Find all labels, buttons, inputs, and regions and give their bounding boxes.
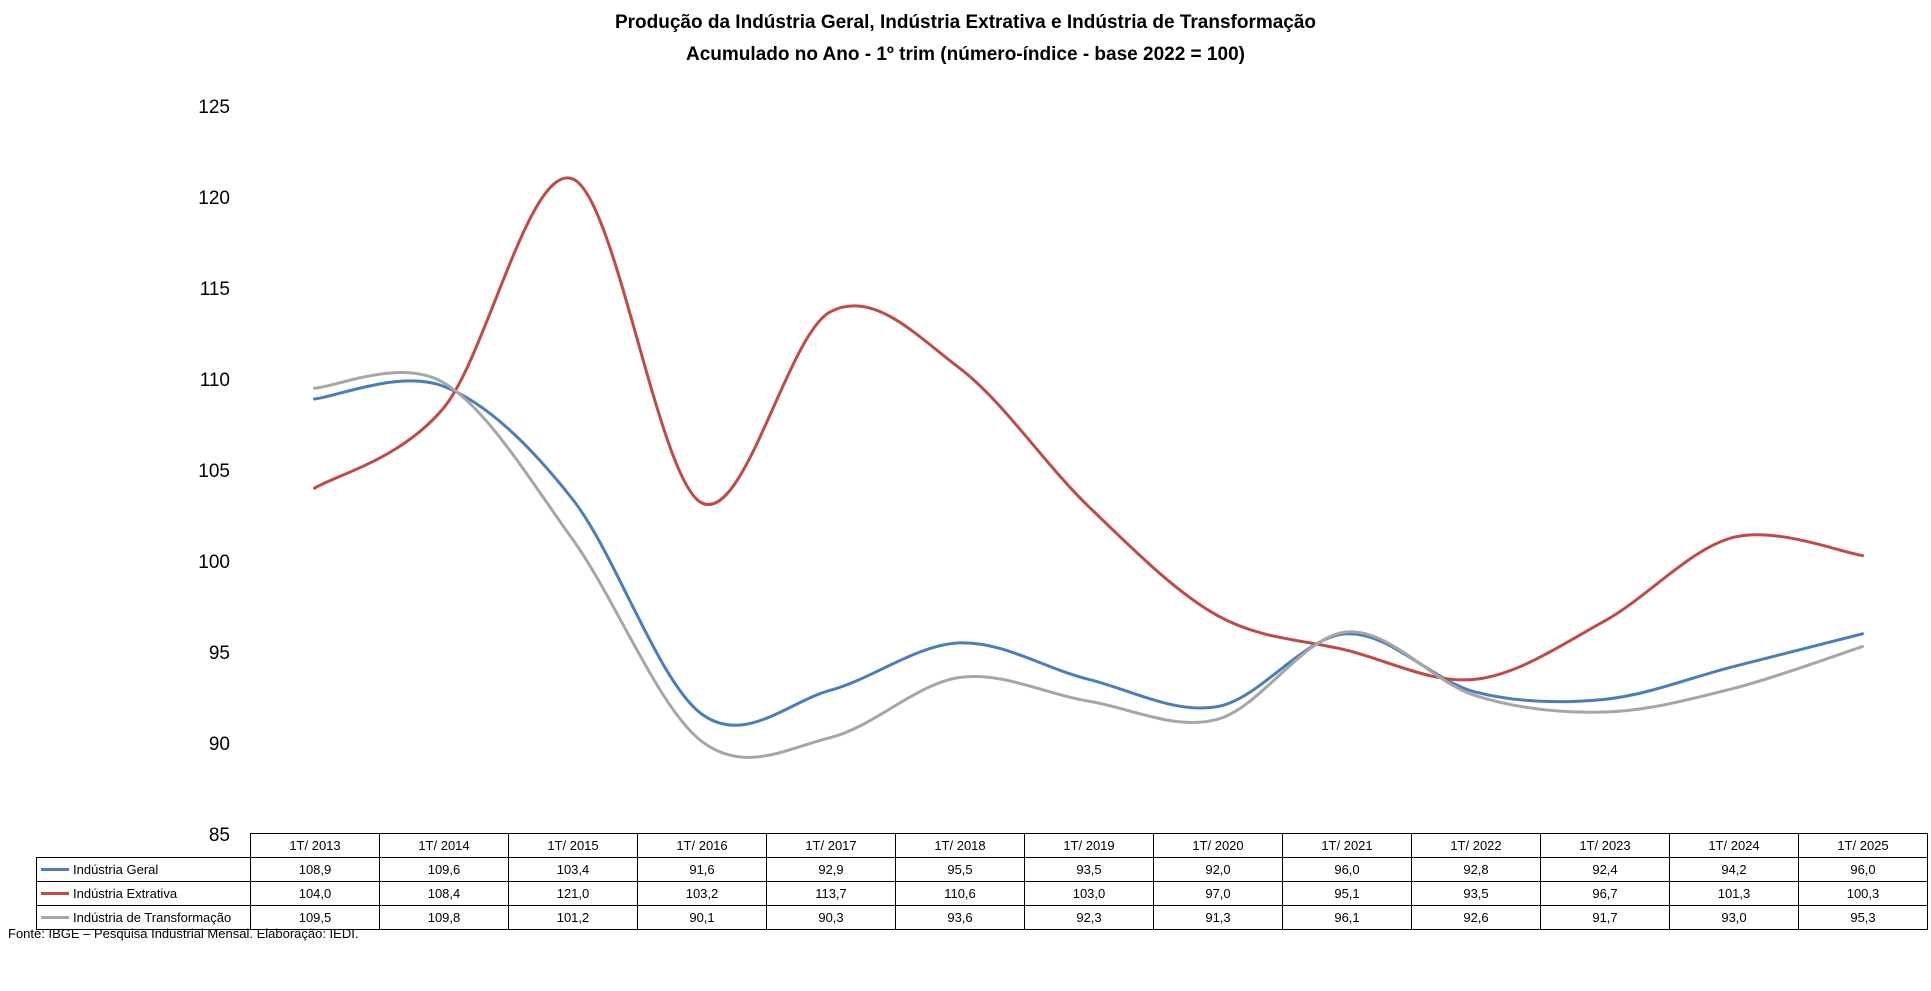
series-name: Indústria de Transformação <box>73 910 232 925</box>
data-value-label: 121,0 <box>508 881 638 906</box>
legend-key-icon <box>41 892 69 896</box>
y-tick-label: 100 <box>198 552 230 573</box>
data-value-label: 101,3 <box>1669 881 1799 906</box>
x-category-label: 1T/ 2022 <box>1411 833 1541 858</box>
data-value-label: 101,2 <box>508 905 638 930</box>
data-value-label: 92,9 <box>766 857 896 882</box>
data-value-label: 90,1 <box>637 905 767 930</box>
x-category-label: 1T/ 2017 <box>766 833 896 858</box>
data-value-label: 96,0 <box>1282 857 1412 882</box>
chart-title: Produção da Indústria Geral, Indústria E… <box>614 12 1317 33</box>
data-value-label: 93,5 <box>1024 857 1154 882</box>
y-tick-label: 115 <box>200 279 230 300</box>
data-value-label: 97,0 <box>1153 881 1283 906</box>
data-value-label: 113,7 <box>766 881 896 906</box>
y-tick-label: 120 <box>198 188 230 209</box>
data-value-label: 109,8 <box>379 905 509 930</box>
data-value-label: 110,6 <box>895 881 1025 906</box>
data-value-label: 103,2 <box>637 881 767 906</box>
data-value-label: 103,4 <box>508 857 638 882</box>
data-table: 1T/ 2013 1T/ 2014 1T/ 2015 1T/ 2016 1T/ 2017… <box>36 833 1928 930</box>
x-category-label: 1T/ 2023 <box>1540 833 1670 858</box>
x-category-label: 1T/ 2024 <box>1669 833 1799 858</box>
series-name: Indústria Extrativa <box>73 886 178 901</box>
legend-key-icon <box>41 916 69 920</box>
data-value-label: 90,3 <box>766 905 896 930</box>
data-value-label: 93,5 <box>1411 881 1541 906</box>
x-category-label: 1T/ 2013 <box>250 833 380 858</box>
legend-entry: Indústria Geral <box>36 857 251 882</box>
data-value-label: 103,0 <box>1024 881 1154 906</box>
data-value-label: 95,3 <box>1798 905 1928 930</box>
series-name: Indústria Geral <box>73 862 159 877</box>
series-line-1 <box>313 379 1864 727</box>
x-category-label: 1T/ 2020 <box>1153 833 1283 858</box>
y-tick-label: 85 <box>209 825 230 846</box>
data-value-label: 92,3 <box>1024 905 1154 930</box>
chart-subtitle: Acumulado no Ano - 1º trim (número-índic… <box>686 44 1245 65</box>
x-category-label: 1T/ 2021 <box>1282 833 1412 858</box>
y-tick-label: 125 <box>198 97 230 118</box>
x-category-label: 1T/ 2014 <box>379 833 509 858</box>
legend-entry: Indústria Extrativa <box>36 881 251 906</box>
data-value-label: 93,6 <box>895 905 1025 930</box>
x-category-label: 1T/ 2016 <box>637 833 767 858</box>
y-tick-label: 90 <box>209 734 230 755</box>
data-value-label: 108,9 <box>250 857 380 882</box>
series-line-3 <box>313 371 1864 759</box>
data-value-label: 96,0 <box>1798 857 1928 882</box>
y-tick-label: 105 <box>198 461 230 482</box>
data-value-label: 94,2 <box>1669 857 1799 882</box>
y-tick-label: 95 <box>209 643 230 664</box>
data-value-label: 92,4 <box>1540 857 1670 882</box>
data-value-label: 91,3 <box>1153 905 1283 930</box>
table-corner <box>37 834 251 858</box>
y-tick-label: 110 <box>200 370 230 391</box>
data-value-label: 109,5 <box>250 905 380 930</box>
series-line-2 <box>313 176 1864 682</box>
table-row: Indústria de Transformação 109,5 109,8 101,… <box>36 905 1928 930</box>
table-row: Indústria Extrativa 104,0 108,4 121,0 103,2 1… <box>36 881 1928 906</box>
data-value-label: 109,6 <box>379 857 509 882</box>
data-value-label: 100,3 <box>1798 881 1928 906</box>
data-value-label: 96,1 <box>1282 905 1412 930</box>
data-value-label: 92,6 <box>1411 905 1541 930</box>
data-value-label: 95,5 <box>895 857 1025 882</box>
data-value-label: 108,4 <box>379 881 509 906</box>
data-value-label: 104,0 <box>250 881 380 906</box>
data-value-label: 92,8 <box>1411 857 1541 882</box>
data-value-label: 92,0 <box>1153 857 1283 882</box>
source-note: Fonte: IBGE – Pesquisa Industrial Mensal… <box>8 926 359 941</box>
data-value-label: 93,0 <box>1669 905 1799 930</box>
table-header-row: 1T/ 2013 1T/ 2014 1T/ 2015 1T/ 2016 1T/ 2017… <box>37 833 1928 858</box>
x-category-label: 1T/ 2025 <box>1798 833 1928 858</box>
data-value-label: 96,7 <box>1540 881 1670 906</box>
data-value-label: 91,6 <box>637 857 767 882</box>
data-value-label: 91,7 <box>1540 905 1670 930</box>
table-row: Indústria Geral 108,9 109,6 103,4 91,6 92,9 95… <box>36 857 1928 882</box>
legend-entry: Indústria de Transformação <box>36 905 251 930</box>
data-value-label: 95,1 <box>1282 881 1412 906</box>
x-category-label: 1T/ 2019 <box>1024 833 1154 858</box>
x-category-label: 1T/ 2015 <box>508 833 638 858</box>
x-category-label: 1T/ 2018 <box>895 833 1025 858</box>
legend-key-icon <box>41 868 69 872</box>
